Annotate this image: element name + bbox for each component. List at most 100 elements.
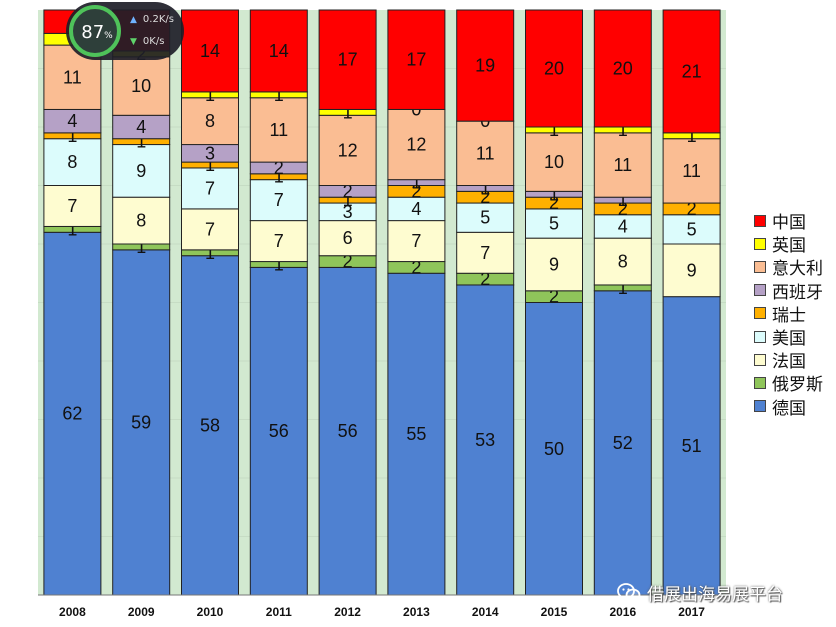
data-label: 8 — [67, 152, 77, 172]
data-label: 12 — [338, 140, 358, 160]
network-speed-widget[interactable]: 87% ▲ 0.2K/s ▼ 0K/s — [66, 2, 184, 60]
x-tick-label: 2011 — [266, 605, 292, 619]
data-label: 55 — [406, 424, 426, 444]
data-label: 2 — [411, 181, 421, 201]
bar-2014: 532752111019 — [456, 9, 515, 596]
data-label: 1 — [67, 126, 77, 146]
bar-segment — [525, 9, 583, 128]
arrow-up-icon: ▲ — [130, 15, 137, 25]
data-label: 50 — [544, 439, 564, 459]
legend-item: 法国 — [754, 348, 823, 372]
bar-segment — [112, 196, 171, 245]
data-label: 53 — [475, 430, 495, 450]
bar-2009: 5918914102 — [112, 9, 171, 596]
data-label: 14 — [200, 41, 220, 61]
data-label: 17 — [406, 50, 426, 70]
legend-item: 俄罗斯 — [754, 371, 823, 395]
data-label: 8 — [205, 111, 215, 131]
bar-segment — [593, 9, 652, 128]
bar-segment — [43, 231, 102, 596]
data-label: 8 — [136, 211, 146, 231]
data-label: 2 — [549, 287, 559, 307]
data-label: 52 — [613, 433, 633, 453]
legend-swatch — [754, 260, 766, 273]
bar-segment — [662, 214, 721, 245]
bar-segment — [525, 237, 583, 292]
data-label: 2 — [411, 257, 421, 277]
data-label: 1 — [549, 120, 559, 140]
data-label: 1 — [205, 85, 215, 105]
bar-segment — [525, 302, 583, 596]
data-label: 1 — [274, 167, 284, 187]
data-label: 7 — [205, 219, 215, 239]
data-label: 2 — [274, 158, 284, 178]
data-label: 2 — [343, 181, 353, 201]
legend-swatch — [754, 330, 766, 343]
data-label: 59 — [131, 412, 151, 432]
bar-segment — [318, 114, 377, 186]
legend-item: 美国 — [754, 325, 823, 349]
x-tick-label: 2012 — [334, 605, 361, 619]
data-label: 1 — [274, 85, 284, 105]
data-label: 20 — [613, 59, 633, 79]
data-label: 17 — [338, 50, 358, 70]
x-tick-label: 2008 — [59, 605, 86, 619]
legend: 中国 英国 意大利 西班牙 瑞士 美国 法国 俄罗斯 德国 — [754, 209, 823, 419]
data-label: 7 — [274, 231, 284, 251]
data-label: 21 — [682, 61, 702, 81]
usage-percent: 87 — [81, 22, 105, 43]
usage-percent-unit: % — [104, 31, 113, 41]
bar-segment — [525, 208, 583, 239]
bar-segment — [456, 120, 515, 186]
data-label: 7 — [480, 243, 490, 263]
bar-segment — [112, 249, 171, 596]
bar-segment — [456, 231, 515, 274]
legend-item: 中国 — [754, 209, 823, 233]
bar-segment — [662, 296, 721, 596]
data-label: 1 — [480, 178, 490, 198]
data-label: 2 — [549, 193, 559, 213]
data-label: 11 — [682, 161, 701, 181]
data-label: 1 — [618, 120, 628, 140]
data-label: 11 — [613, 155, 632, 175]
wechat-icon — [617, 582, 641, 601]
cpu-usage-ring: 87% — [69, 5, 121, 57]
bar-segment — [387, 9, 446, 110]
data-label: 1 — [549, 184, 559, 204]
data-label: 1 — [205, 243, 215, 263]
legend-item: 意大利 — [754, 255, 823, 279]
bar-segment — [662, 138, 721, 204]
data-label: 11 — [476, 143, 495, 163]
data-label: 9 — [549, 254, 559, 274]
bar-segment — [525, 132, 583, 192]
data-label: 4 — [411, 199, 421, 219]
data-label: 2 — [618, 199, 628, 219]
upload-unit: K/s — [158, 14, 174, 25]
data-label: 14 — [269, 41, 289, 61]
bar-segment — [112, 56, 171, 116]
bar-2013: 552742112017 — [387, 9, 446, 596]
bar-segment — [593, 237, 652, 286]
bar-segment — [112, 144, 171, 198]
bar-segment — [181, 9, 239, 93]
bar-segment — [456, 9, 515, 122]
bar-segment — [249, 9, 308, 93]
legend-swatch — [754, 307, 766, 320]
data-label: 5 — [480, 208, 490, 228]
bar-segment — [181, 97, 239, 146]
data-label: 1 — [618, 190, 628, 210]
data-label: 1 — [205, 155, 215, 175]
bar-segment — [181, 255, 239, 596]
data-label: 2 — [480, 269, 490, 289]
x-tick-label: 2013 — [403, 605, 430, 619]
x-tick-label: 2009 — [128, 605, 155, 619]
bar-segment — [593, 290, 652, 596]
x-tick-label: 2015 — [541, 605, 568, 619]
legend-label: 西班牙 — [772, 282, 823, 303]
legend-item: 瑞士 — [754, 302, 823, 326]
x-tick-labels: 2008 2009 2010 2011 2012 2013 2014 2015 2016 2017 — [59, 605, 705, 619]
